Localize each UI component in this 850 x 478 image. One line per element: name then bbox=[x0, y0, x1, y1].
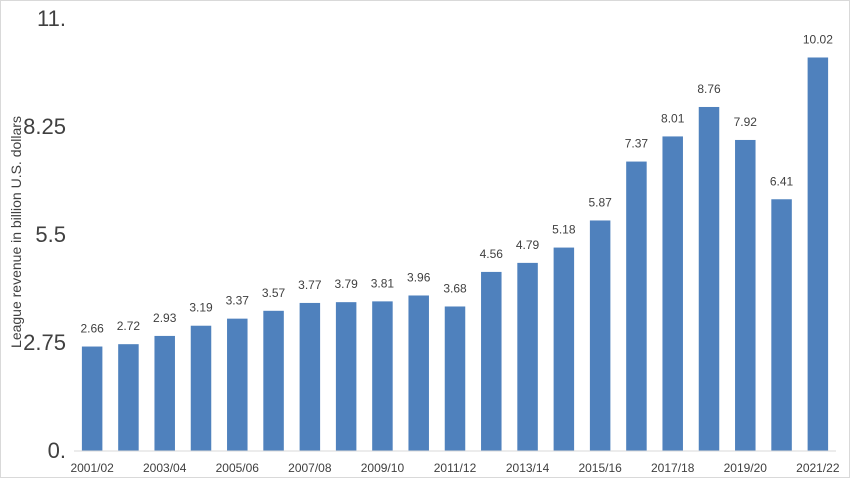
data-label: 3.68 bbox=[443, 281, 467, 295]
bar bbox=[118, 344, 139, 451]
data-label: 3.81 bbox=[371, 276, 395, 290]
data-label: 2.72 bbox=[117, 319, 141, 333]
data-label: 5.18 bbox=[552, 223, 576, 237]
bar bbox=[444, 306, 466, 451]
data-label: 10.02 bbox=[803, 32, 833, 46]
x-tick-label: 2021/22 bbox=[796, 461, 840, 475]
bar bbox=[335, 302, 357, 451]
y-axis-title: League revenue in billion U.S. dollars bbox=[8, 116, 24, 348]
x-tick-label: 2017/18 bbox=[651, 461, 695, 475]
bar bbox=[662, 136, 683, 451]
bar bbox=[81, 346, 103, 451]
x-tick-label: 2005/06 bbox=[216, 461, 260, 475]
x-tick-labels: 2001/02 2003/04 2005/06 2007/08 2009/10 2011/… bbox=[70, 461, 839, 475]
data-label: 8.76 bbox=[697, 82, 721, 96]
data-label: 3.37 bbox=[226, 294, 250, 308]
x-tick-label: 2015/16 bbox=[578, 461, 622, 475]
y-tick-label: 11. bbox=[37, 6, 66, 31]
bar bbox=[408, 295, 429, 451]
y-tick-label: 0. bbox=[48, 438, 66, 463]
bar bbox=[626, 161, 647, 451]
data-label: 6.41 bbox=[770, 174, 794, 188]
x-tick-label: 2007/08 bbox=[288, 461, 332, 475]
bar bbox=[154, 335, 175, 451]
x-tick-label: 2013/14 bbox=[506, 461, 550, 475]
x-tick-label: 2019/20 bbox=[724, 461, 768, 475]
bar bbox=[735, 139, 756, 451]
bar bbox=[807, 57, 829, 452]
bar bbox=[517, 262, 538, 451]
bar bbox=[299, 302, 321, 451]
bar bbox=[553, 247, 575, 451]
bar bbox=[481, 271, 502, 451]
bar bbox=[372, 301, 393, 451]
y-tick-label: 5.5 bbox=[35, 222, 66, 247]
bar bbox=[227, 318, 248, 451]
x-tick-label: 2011/12 bbox=[434, 461, 477, 475]
bar bbox=[263, 310, 284, 451]
data-label: 7.37 bbox=[625, 137, 649, 151]
data-label: 2.93 bbox=[153, 311, 177, 325]
data-label: 2.66 bbox=[80, 322, 104, 336]
bar bbox=[698, 106, 720, 451]
bar bbox=[589, 220, 611, 451]
y-tick-label: 8.25 bbox=[23, 114, 66, 139]
data-label: 5.87 bbox=[588, 195, 612, 209]
x-tick-label: 2003/04 bbox=[143, 461, 187, 475]
data-label: 4.79 bbox=[516, 238, 540, 252]
bars bbox=[81, 57, 829, 452]
bar bbox=[771, 199, 792, 451]
x-tick-label: 2001/02 bbox=[70, 461, 114, 475]
data-label: 8.01 bbox=[661, 111, 685, 125]
data-labels: 2.66 2.72 2.93 3.19 3.37 3.57 3.77 3.79 3.81 3.96… bbox=[80, 32, 833, 335]
data-label: 4.56 bbox=[480, 247, 504, 261]
y-tick-labels: 0. 2.75 5.5 8.25 11. bbox=[23, 6, 66, 463]
data-label: 3.77 bbox=[298, 278, 322, 292]
data-label: 3.79 bbox=[334, 277, 358, 291]
y-tick-label: 2.75 bbox=[23, 330, 66, 355]
data-label: 3.57 bbox=[262, 286, 286, 300]
data-label: 7.92 bbox=[734, 115, 758, 129]
data-label: 3.96 bbox=[407, 270, 431, 284]
x-tick-label: 2009/10 bbox=[361, 461, 405, 475]
data-label: 3.19 bbox=[189, 301, 213, 315]
bar bbox=[190, 325, 212, 451]
